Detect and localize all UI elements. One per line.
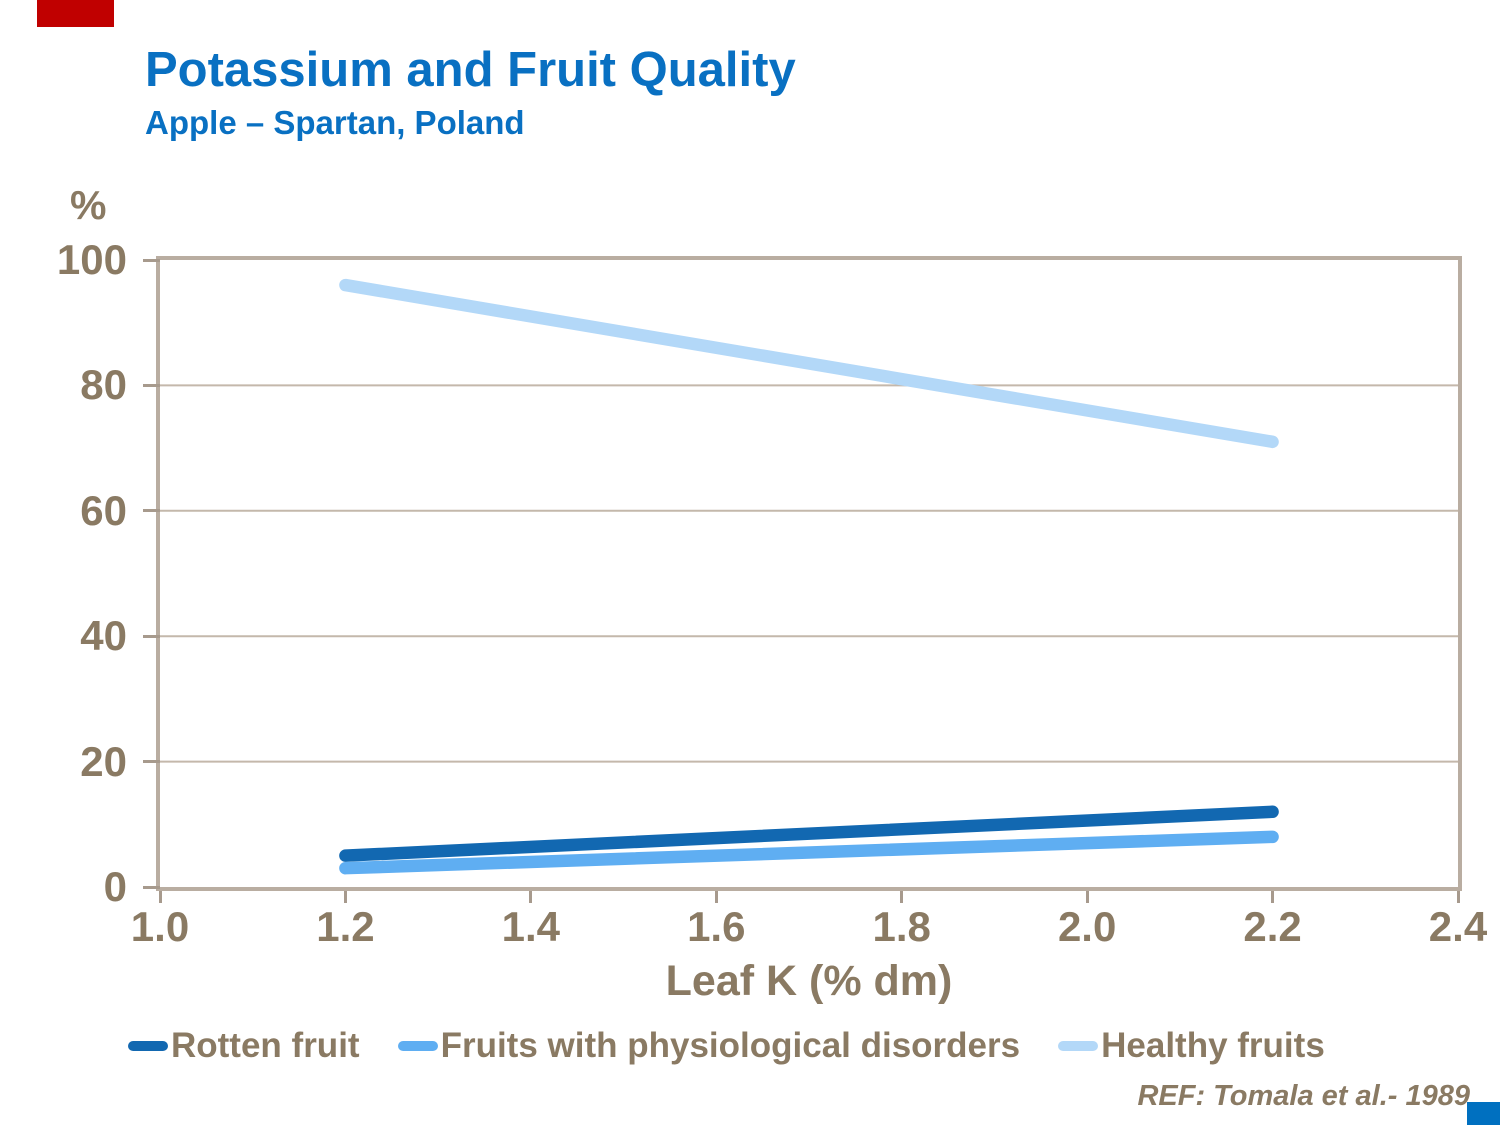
x-axis-title: Leaf K (% dm) <box>665 957 953 1005</box>
x-axis-tick <box>1085 891 1089 903</box>
legend-label: Rotten fruit <box>171 1026 360 1065</box>
series-line-healthy-fruits <box>339 278 1279 449</box>
y-axis-tick-label: 0 <box>103 863 127 910</box>
y-axis-tick-label: 60 <box>80 486 127 534</box>
legend-label: Healthy fruits <box>1101 1026 1325 1065</box>
y-axis-tick-label: 80 <box>80 361 127 409</box>
legend-swatch <box>128 1041 168 1051</box>
y-axis-tick <box>143 885 160 889</box>
plot-area <box>156 256 1462 891</box>
x-axis-tick-label: 1.6 <box>687 903 746 950</box>
series-line-rotten-fruit <box>339 805 1279 862</box>
y-axis-tick <box>143 634 160 638</box>
page-title: Potassium and Fruit Quality <box>145 43 796 97</box>
red-corner-accent <box>37 0 114 27</box>
x-axis-tick <box>529 891 533 903</box>
x-axis-tick-label: 1.8 <box>872 903 931 950</box>
chart-canvas <box>160 278 1458 875</box>
x-axis-tick-label: 1.4 <box>501 903 561 950</box>
y-axis-tick-label: 20 <box>80 737 127 785</box>
x-axis-tick <box>158 891 162 903</box>
x-axis-tick-label: 1.2 <box>316 903 375 950</box>
series-line-fruits-with-physiological-disorders <box>339 830 1279 875</box>
legend-label: Fruits with physiological disorders <box>440 1026 1021 1065</box>
x-axis-tick-label: 2.0 <box>1057 903 1117 950</box>
y-axis-tick <box>143 760 160 764</box>
x-axis-tick <box>1456 891 1460 903</box>
legend-swatch <box>1058 1041 1099 1051</box>
x-axis-tick <box>900 891 904 903</box>
y-axis-tick <box>143 258 160 262</box>
x-axis-tick <box>343 891 347 903</box>
y-axis-tick-label: 40 <box>80 612 127 660</box>
x-axis-tick-label: 2.2 <box>1243 903 1302 950</box>
y-axis-tick <box>143 383 160 387</box>
x-axis-tick-label: 1.0 <box>130 903 190 950</box>
x-axis-tick <box>1271 891 1275 903</box>
reference-text: REF: Tomala et al.- 1989 <box>1137 1080 1470 1112</box>
y-axis-tick <box>143 509 160 513</box>
x-axis-tick-label: 2.4 <box>1428 903 1488 950</box>
x-axis-tick <box>714 891 718 903</box>
chart-legend: Rotten fruit Fruits with physiological di… <box>128 1026 1325 1066</box>
legend-item-healthy-fruits: Healthy fruits <box>1058 1026 1325 1066</box>
legend-item-fruits-with-physiological-disorders: Fruits with physiological disorders <box>397 1026 1021 1066</box>
y-axis-tick-label: 100 <box>56 236 127 283</box>
legend-swatch <box>397 1041 438 1051</box>
blue-corner-accent <box>1467 1102 1500 1125</box>
y-axis-unit-label: % <box>70 182 107 228</box>
page-subtitle: Apple – Spartan, Poland <box>145 104 525 141</box>
legend-item-rotten-fruit: Rotten fruit <box>128 1026 360 1066</box>
